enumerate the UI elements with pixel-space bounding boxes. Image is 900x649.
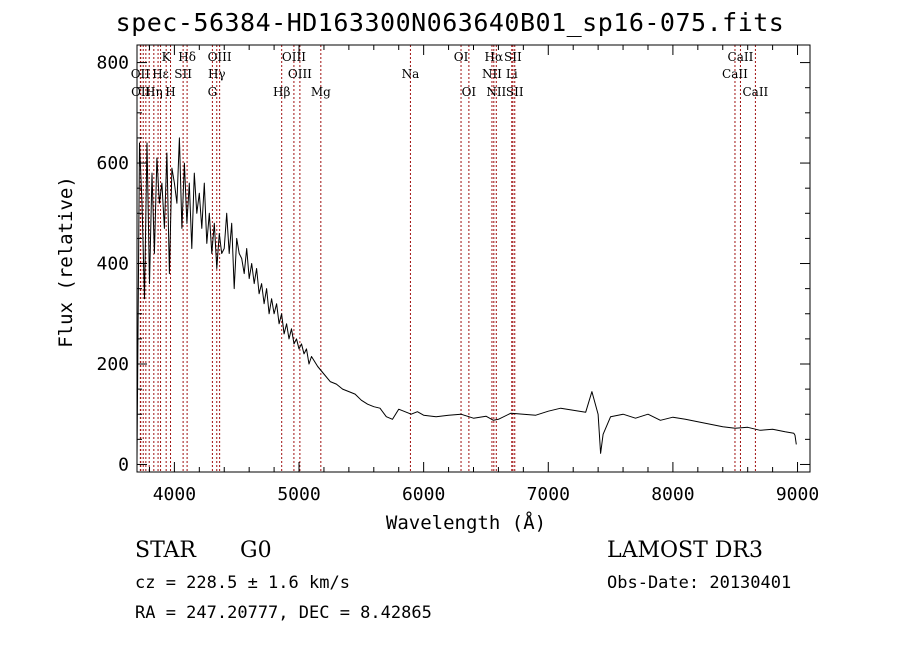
axis-ticks (137, 45, 810, 472)
survey-name: LAMOST DR3 (607, 538, 763, 563)
marker-label-23: Hα (485, 50, 504, 64)
object-class: STAR (135, 538, 196, 563)
marker-label-29: CaII (728, 50, 754, 64)
marker-label-17: OIII (288, 67, 312, 81)
marker-label-25: Li (506, 67, 518, 81)
spectral-line-markers (139, 45, 756, 472)
marker-label-12: G (208, 85, 218, 99)
coordinates: RA = 247.20777, DEC = 8.42865 (135, 603, 432, 623)
marker-label-14: OIII (208, 50, 232, 64)
marker-label-11: Hδ (178, 50, 196, 64)
chart-title: spec-56384-HD163300N063640B01_sp16-075.f… (115, 8, 785, 37)
marker-label-21: OI (462, 85, 477, 99)
x-tick-label-5000: 5000 (277, 484, 320, 505)
marker-label-10: SII (174, 67, 192, 81)
marker-label-16: OIII (282, 50, 306, 64)
x-tick-label-4000: 4000 (153, 484, 196, 505)
flux-series-line (136, 137, 797, 460)
x-tick-label-7000: 7000 (527, 484, 570, 505)
marker-label-27: SII (506, 85, 524, 99)
marker-label-15: Hβ (273, 85, 290, 99)
marker-label-19: Na (402, 67, 420, 81)
marker-label-8: K (162, 50, 172, 64)
marker-label-5: Hη (145, 85, 163, 99)
x-tick-label-9000: 9000 (776, 484, 819, 505)
marker-label-0: OII (131, 67, 151, 81)
y-tick-label-800: 800 (96, 53, 129, 74)
y-tick-label-200: 200 (96, 354, 129, 375)
marker-label-9: H (165, 85, 175, 99)
marker-label-30: CaII (742, 85, 768, 99)
redshift-velocity: cz = 228.5 ± 1.6 km/s (135, 573, 350, 593)
spectral-line-labels: OIIOIIHηHεKHSIIHδGHγOIIIHβOIIIOIIIMgNaOI… (131, 50, 769, 99)
marker-label-22: NII (482, 67, 502, 81)
observation-date: Obs-Date: 20130401 (607, 573, 792, 593)
x-axis-label: Wavelength (Å) (386, 511, 546, 534)
object-subclass: G0 (240, 538, 272, 563)
marker-label-13: Hγ (208, 67, 226, 81)
marker-label-28: CaII (722, 67, 748, 81)
x-tick-label-6000: 6000 (402, 484, 445, 505)
y-tick-label-0: 0 (118, 454, 129, 475)
marker-label-20: OI (454, 50, 469, 64)
y-axis-label: Flux (relative) (55, 176, 77, 348)
x-tick-label-8000: 8000 (651, 484, 694, 505)
marker-label-26: SII (504, 50, 522, 64)
y-tick-label-600: 600 (96, 153, 129, 174)
marker-label-24: NII (486, 85, 506, 99)
marker-label-7: Hε (152, 67, 169, 81)
plot-frame (136, 44, 811, 473)
marker-label-1: OII (131, 85, 151, 99)
y-tick-label-400: 400 (96, 254, 129, 275)
marker-label-18: Mg (311, 85, 331, 99)
axis-tick-labels: 4000 5000 6000 7000 8000 9000 0 200 400 600 800 (96, 53, 819, 505)
